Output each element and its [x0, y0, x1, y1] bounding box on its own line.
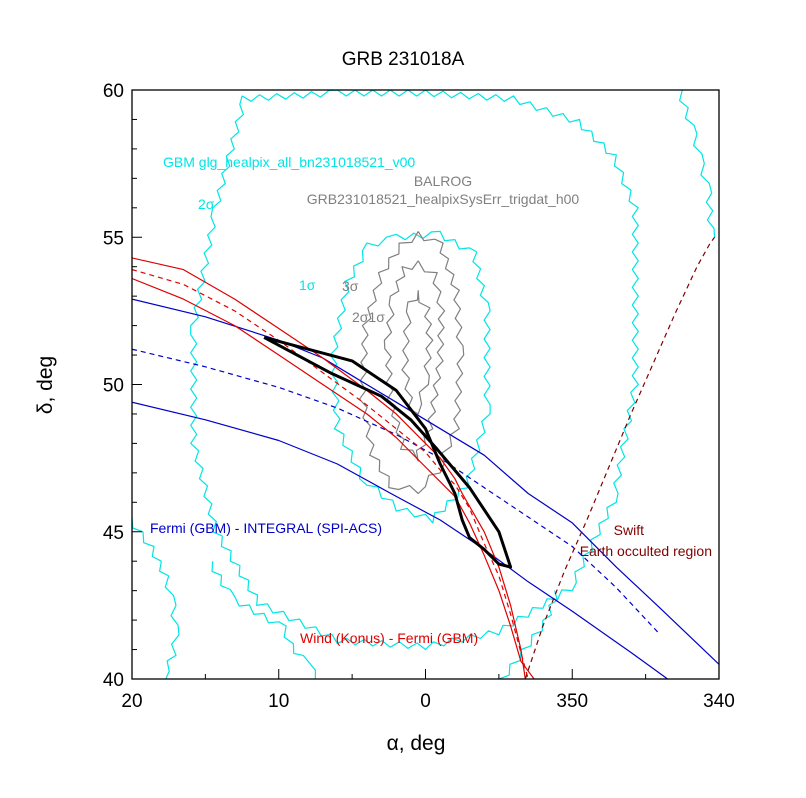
series-gbm-1sigma	[329, 230, 491, 524]
annotation-balrog-3sigma: 3σ	[342, 278, 359, 294]
y-tick-label: 50	[103, 376, 124, 397]
series-ipn-box	[263, 335, 513, 569]
annotation-gbm-1sigma: 1σ	[299, 277, 316, 293]
series-fermi-integral-upper	[132, 298, 719, 665]
series-gbm-outer-left	[132, 516, 180, 679]
series-wind-fermi-inner	[132, 277, 535, 679]
annotation-gbm: GBM glg_healpix_all_bn231018521_v00	[163, 154, 415, 170]
series-gbm-outer	[211, 561, 316, 679]
y-tick-label: 45	[103, 523, 124, 544]
annotation-fermi-integral: Fermi (GBM) - INTEGRAL (SPI-ACS)	[150, 520, 382, 536]
annotation-earth-occulted: Earth occulted region	[580, 543, 712, 559]
annotation-gbm-2sigma: 2σ	[198, 196, 215, 212]
series-wind-fermi-center	[132, 269, 529, 679]
x-axis-label: α, deg	[387, 732, 446, 755]
x-tick-label: 350	[556, 691, 588, 712]
annotation-swift: Swift	[614, 522, 644, 538]
y-axis: 40 45 50 55 60	[103, 81, 142, 691]
series-swift-earth-occulted	[524, 236, 716, 679]
x-tick-label: 10	[268, 691, 289, 712]
series-gbm-outer-bottom-right	[498, 590, 558, 679]
series-fermi-integral-lower	[132, 401, 668, 679]
annotation-balrog: BALROG	[414, 173, 472, 189]
annotation-wind-fermi: Wind (Konus) - Fermi (GBM)	[300, 630, 478, 646]
x-tick-label: 20	[121, 691, 142, 712]
annotation-balrog-file: GRB231018521_healpixSysErr_trigdat_h00	[307, 191, 580, 207]
y-tick-label: 60	[103, 81, 124, 102]
y-axis-label: δ, deg	[34, 356, 57, 414]
series-balrog-2sigma	[383, 260, 446, 462]
chart-title: GRB 231018A	[342, 49, 465, 70]
x-tick-label: 0	[420, 691, 431, 712]
series-gbm-2sigma	[190, 90, 639, 651]
series-balrog-1sigma	[401, 290, 434, 415]
x-tick-label: 340	[703, 691, 735, 712]
series-gbm-outer-right	[678, 90, 716, 238]
series-layer	[132, 90, 719, 679]
series-wind-fermi-outer	[132, 257, 526, 679]
series-balrog-3sigma	[358, 231, 465, 495]
x-axis: 20 10 0 350 340	[121, 669, 735, 712]
y-tick-label: 40	[103, 670, 124, 691]
y-tick-label: 55	[103, 228, 124, 249]
annotations: GBM glg_healpix_all_bn231018521_v00 BALR…	[150, 154, 712, 646]
annotation-balrog-2sigma1sigma: 2σ1σ	[352, 309, 385, 325]
